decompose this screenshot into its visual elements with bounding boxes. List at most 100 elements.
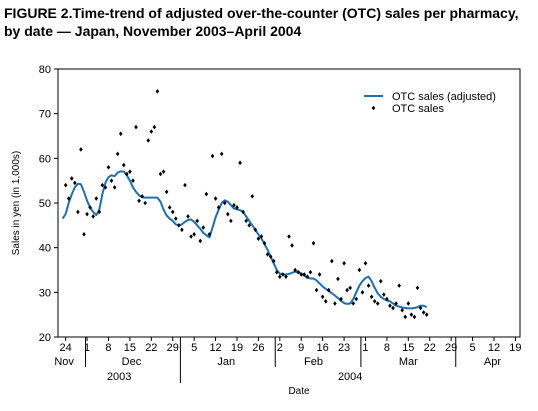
otc-sales-point	[73, 180, 77, 186]
otc-sales-point	[351, 301, 356, 306]
otc-sales-point	[106, 164, 111, 170]
x-tick-label: 12	[488, 342, 500, 354]
otc-sales-point	[222, 200, 227, 206]
x-tick-label: 8	[105, 342, 111, 354]
otc-sales-point	[302, 272, 307, 277]
plot-area	[57, 68, 521, 338]
otc-sales-point	[241, 209, 245, 215]
otc-sales-point	[412, 314, 417, 320]
otc-sales-point	[348, 285, 352, 291]
otc-sales-point	[397, 283, 401, 288]
otc-sales-point	[385, 296, 389, 302]
otc-sales-point	[394, 301, 398, 306]
figure-title: FIGURE 2.Time-trend of adjusted over-the…	[4, 5, 519, 39]
otc-sales-point	[378, 278, 383, 284]
y-tick-label: 70	[39, 109, 51, 121]
adjusted-sales-line	[61, 170, 428, 310]
otc-sales-point	[226, 211, 230, 217]
otc-sales-point	[238, 160, 242, 166]
otc-sales-point	[219, 151, 224, 157]
otc-sales-point	[173, 216, 178, 221]
otc-sales-point	[388, 303, 392, 309]
x-tick-label: 19	[231, 342, 243, 354]
otc-sales-point	[85, 211, 89, 217]
otc-sales-point	[262, 240, 267, 246]
otc-sales-point	[363, 261, 368, 266]
otc-sales-point	[345, 287, 349, 293]
otc-sales-point	[66, 196, 71, 201]
x-tick-label: 15	[402, 342, 414, 354]
otc-sales-point	[97, 209, 102, 215]
otc-sales-point	[415, 285, 420, 291]
x-tick-label: 15	[124, 342, 136, 354]
x-tick-label: 1	[84, 342, 90, 354]
otc-sales-point	[403, 314, 408, 320]
otc-sales-point	[201, 225, 206, 230]
otc-sales-point	[195, 218, 200, 224]
x-tick-label: 29	[445, 342, 457, 354]
otc-sales-point	[140, 194, 144, 199]
otc-sales-point	[418, 305, 423, 311]
otc-sales-point	[406, 301, 411, 306]
otc-sales-point	[366, 283, 371, 288]
x-tick-label: 12	[209, 342, 221, 354]
otc-sales-point	[146, 138, 151, 143]
otc-sales-point	[164, 189, 169, 195]
otc-sales-point	[424, 312, 429, 317]
otc-sales-point	[183, 182, 187, 188]
otc-sales-point	[244, 218, 248, 224]
otc-sales-point	[210, 153, 215, 159]
otc-sales-point	[375, 301, 380, 306]
month-label: Feb	[304, 356, 323, 368]
y-tick-label: 40	[39, 243, 51, 255]
otc-sales-point	[320, 294, 325, 300]
otc-sales-point	[167, 205, 172, 210]
otc-sales-point	[198, 238, 203, 244]
x-tick-label: 2	[277, 342, 283, 354]
otc-sales-point	[354, 296, 359, 302]
y-tick-label: 50	[39, 198, 51, 210]
otc-sales-point	[284, 274, 288, 279]
y-tick-label: 30	[39, 287, 51, 299]
plot-frame	[57, 68, 521, 338]
series-layer	[61, 89, 429, 320]
x-tick-label: 8	[384, 342, 390, 354]
otc-sales-point	[305, 274, 310, 279]
otc-sales-point	[180, 227, 184, 233]
otc-sales-point	[207, 231, 212, 237]
otc-sales-point	[100, 182, 105, 188]
otc-sales-point	[253, 227, 258, 233]
otc-sales-point	[274, 269, 279, 275]
otc-sales-point	[247, 223, 252, 228]
legend-label-adjusted: OTC sales (adjusted)	[392, 91, 496, 103]
otc-sales-point	[88, 205, 92, 210]
month-label: Nov	[54, 356, 74, 368]
x-tick-label: 1	[362, 342, 368, 354]
otc-sales-point	[232, 202, 236, 208]
legend-label-raw: OTC sales	[392, 103, 444, 115]
x-tick-label: 23	[338, 342, 350, 354]
otc-sales-point	[91, 214, 95, 219]
otc-sales-point	[281, 272, 285, 277]
otc-sales-point	[121, 162, 126, 168]
otc-sales-point	[109, 178, 114, 183]
otc-sales-point	[299, 272, 304, 277]
otc-sales-point	[268, 254, 273, 259]
month-label: Dec	[122, 356, 142, 368]
otc-sales-point	[94, 196, 99, 201]
otc-sales-point	[372, 298, 377, 304]
x-tick-label: 24	[60, 342, 72, 354]
otc-sales-point	[369, 294, 374, 300]
otc-sales-point	[69, 176, 74, 181]
otc-sales-point	[235, 205, 239, 210]
otc-sales-point	[290, 243, 294, 248]
otc-sales-point	[216, 205, 221, 210]
x-tick-label: 22	[424, 342, 436, 354]
otc-sales-point	[293, 267, 297, 273]
otc-sales-point	[336, 276, 340, 282]
legend-dot-swatch	[371, 105, 376, 111]
otc-sales-point	[192, 231, 196, 237]
otc-sales-point	[326, 287, 331, 293]
